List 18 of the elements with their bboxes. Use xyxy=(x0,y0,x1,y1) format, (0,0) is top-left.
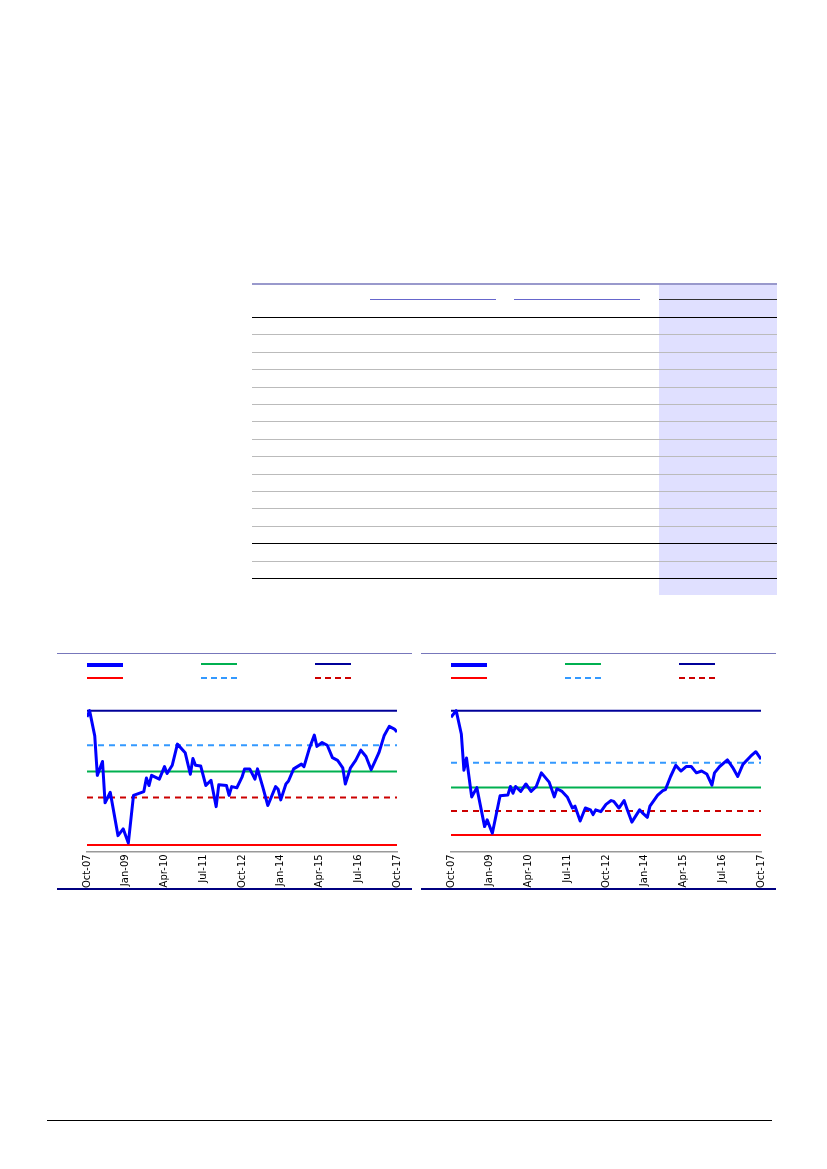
x-tick-label: Oct-12 xyxy=(235,854,247,888)
x-tick-label: Oct-17 xyxy=(390,854,402,888)
x-tick-label: Apr-15 xyxy=(677,854,689,888)
x-tick-label: Jul-11 xyxy=(560,854,572,884)
x-tick-label: Jan-14 xyxy=(638,854,650,888)
x-tick-label: Oct-12 xyxy=(599,854,611,888)
x-tick-label: Oct-07 xyxy=(80,854,92,888)
x-tick-label: Jan-14 xyxy=(274,854,286,888)
x-tick-label: Oct-07 xyxy=(444,854,456,888)
x-tick-label: Apr-15 xyxy=(313,854,325,888)
x-tick-label: Apr-10 xyxy=(158,854,170,888)
x-tick-label: Oct-17 xyxy=(754,854,766,888)
x-tick-label: Jul-16 xyxy=(715,854,727,884)
x-tick-label: Jul-16 xyxy=(351,854,363,884)
x-tick-label: Jan-09 xyxy=(119,854,131,888)
x-tick-label: Jul-11 xyxy=(196,854,208,884)
x-tick-label: Jan-09 xyxy=(483,854,495,888)
x-tick-label: Apr-10 xyxy=(522,854,534,888)
